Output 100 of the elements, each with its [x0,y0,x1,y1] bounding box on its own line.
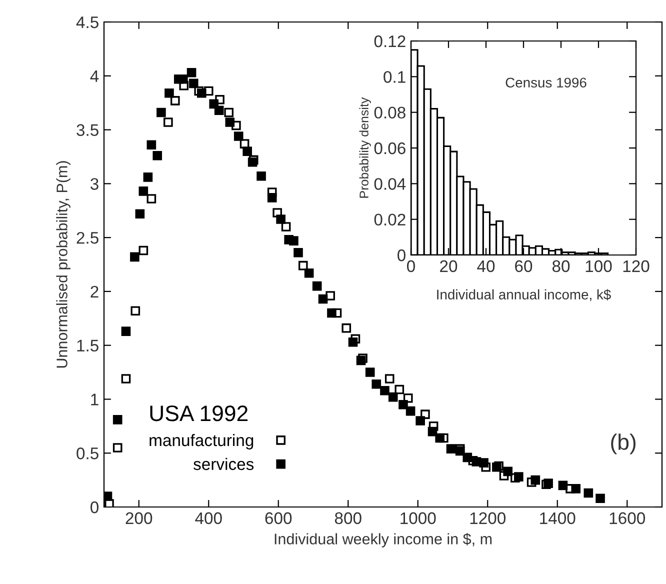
point [406,406,416,416]
y-tick-label: 0.1 [384,71,406,83]
y-tick-label: 0.06 [374,142,406,154]
point [146,140,156,150]
point [289,236,298,246]
point [455,446,465,456]
x-tick-label: 600 [265,512,292,524]
x-axis-title: Individual annual income, k$ [437,289,611,302]
point [130,252,140,262]
point [170,96,180,106]
x-tick-label: 20 [440,260,458,272]
x-tick-label: 100 [586,260,612,272]
point [138,246,148,256]
x-tick-label: 200 [126,512,152,524]
point [503,466,513,476]
y-tick-label: 1.5 [77,340,98,352]
x-axis-title: Individual weekly income in $, m [274,532,492,548]
point [234,132,244,141]
point [571,484,581,494]
x-tick-label: 0 [407,260,415,272]
point [112,443,122,452]
point [143,172,153,182]
y-tick-label: 0 [398,249,406,262]
point [304,268,314,278]
point [558,480,568,490]
point [188,78,198,88]
point [372,379,382,389]
x-tick-label: 80 [552,260,570,272]
y-tick-label: 2 [90,286,98,298]
x-tick-label: 400 [195,512,222,524]
x-tick-label: 1200 [470,512,506,524]
point [146,194,156,204]
point [224,108,234,118]
point [398,400,408,410]
point [164,88,174,98]
x-tick-label: 800 [334,512,362,524]
point [312,281,322,291]
y-tick-label: 0.12 [374,35,406,48]
point [156,108,166,118]
point [416,416,425,426]
y-axis-title: Unnormalised probability, P(m) [56,161,70,368]
annotation: (b) [611,434,636,454]
point [214,106,224,116]
point [225,118,235,127]
y-tick-label: 0.08 [374,106,406,119]
point [428,426,438,436]
point [446,444,456,454]
point [186,68,196,78]
point [121,374,131,384]
point [196,88,206,98]
point [596,494,605,504]
point [365,368,375,377]
point [281,222,291,232]
point [298,260,308,270]
point [130,306,140,316]
y-tick-label: 0.04 [374,178,406,190]
point [530,475,540,485]
point [348,337,358,347]
point [584,488,594,498]
point [267,193,277,202]
x-tick-label: 60 [515,260,532,272]
y-tick-label: 0.5 [76,448,98,460]
y-tick-label: 4.5 [76,16,98,28]
x-tick-label: 1400 [540,512,576,524]
y-axis-title: Probability density [359,97,371,198]
y-tick-label: 2.5 [76,232,98,244]
point [104,492,112,501]
point [135,209,145,218]
point [380,386,390,396]
x-tick-label: 1600 [610,512,646,524]
x-tick-label: 120 [623,260,650,272]
point [294,248,303,258]
legend-title: USA 1992 [150,405,248,422]
point [121,326,131,336]
x-tick-label: 40 [477,260,495,272]
annotation: Census 1996 [506,78,586,88]
point [318,294,328,304]
legend-label: manufacturing [150,434,254,450]
point [462,452,472,462]
point [479,458,488,468]
y-tick-label: 1 [91,394,98,406]
y-tick-label: 0.02 [374,214,406,226]
legend-label: services [194,458,254,470]
point [178,74,188,84]
y-tick-label: 0 [90,501,98,514]
point [164,118,173,127]
point [138,186,148,196]
point [327,308,336,318]
point [356,356,366,366]
point [242,146,252,156]
point [394,384,404,394]
point [384,374,394,384]
y-tick-label: 3 [90,178,98,190]
point [342,323,352,333]
point [256,171,266,181]
point [435,433,444,443]
y-tick-label: 4 [90,70,99,82]
point [112,415,122,424]
point [152,150,162,160]
x-tick-label: 1000 [400,512,436,524]
